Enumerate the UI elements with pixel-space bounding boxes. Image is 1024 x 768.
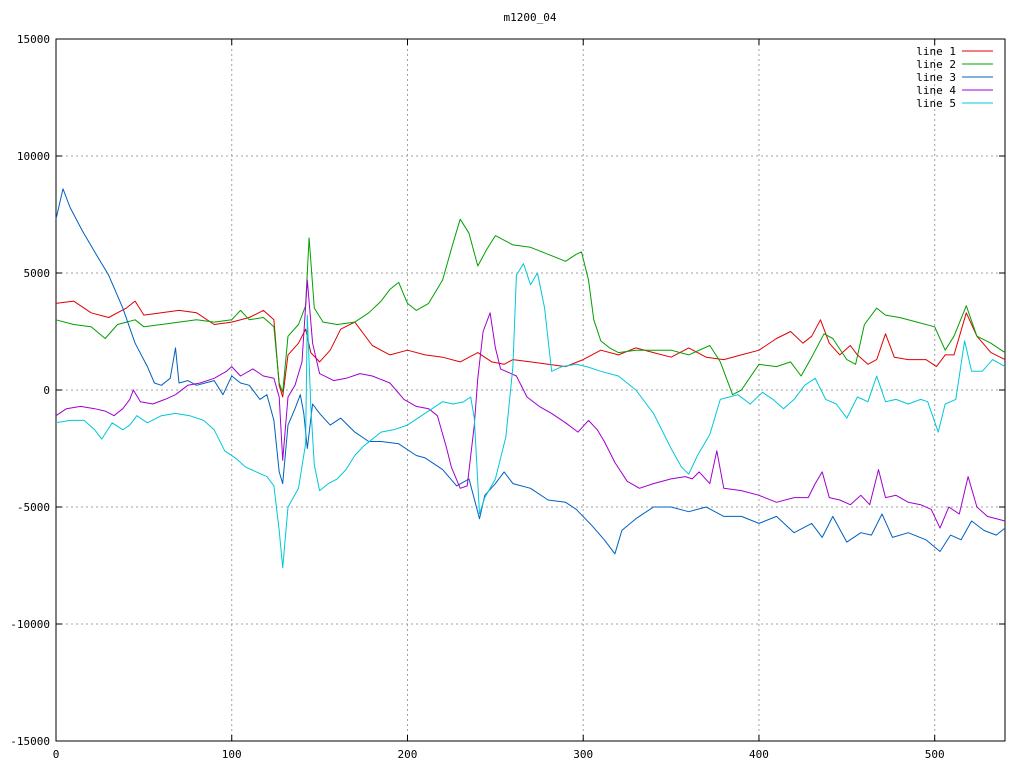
y-tick-label: 5000 [24, 267, 51, 280]
chart-title: m1200_04 [504, 11, 557, 24]
series-line-5 [55, 263, 1006, 569]
x-tick-label: 100 [222, 748, 242, 761]
y-tick-label: 10000 [17, 150, 50, 163]
legend-label: line 5 [916, 97, 956, 110]
x-tick-label: 500 [925, 748, 945, 761]
series-line-2 [55, 218, 1006, 396]
y-tick-label: -5000 [17, 501, 50, 514]
legend-label: line 1 [916, 45, 956, 58]
series-line-1 [55, 300, 1006, 398]
x-tick-label: 400 [749, 748, 769, 761]
x-tick-label: 200 [398, 748, 418, 761]
legend-label: line 3 [916, 71, 956, 84]
legend-label: line 2 [916, 58, 956, 71]
y-tick-label: 0 [43, 384, 50, 397]
series-lines [55, 188, 1006, 569]
y-tick-label: -10000 [10, 618, 50, 631]
x-tick-label: 0 [53, 748, 60, 761]
x-tick-label: 300 [573, 748, 593, 761]
y-tick-label: -15000 [10, 735, 50, 748]
grid [56, 39, 1005, 741]
series-line-4 [55, 279, 1006, 529]
y-tick-label: 15000 [17, 33, 50, 46]
series-line-3 [55, 188, 1006, 555]
axis-ticks: 0 100 200 300 400 500 -15000 -10000 -5000 0 5000 10… [10, 33, 1005, 761]
legend-label: line 4 [916, 84, 956, 97]
